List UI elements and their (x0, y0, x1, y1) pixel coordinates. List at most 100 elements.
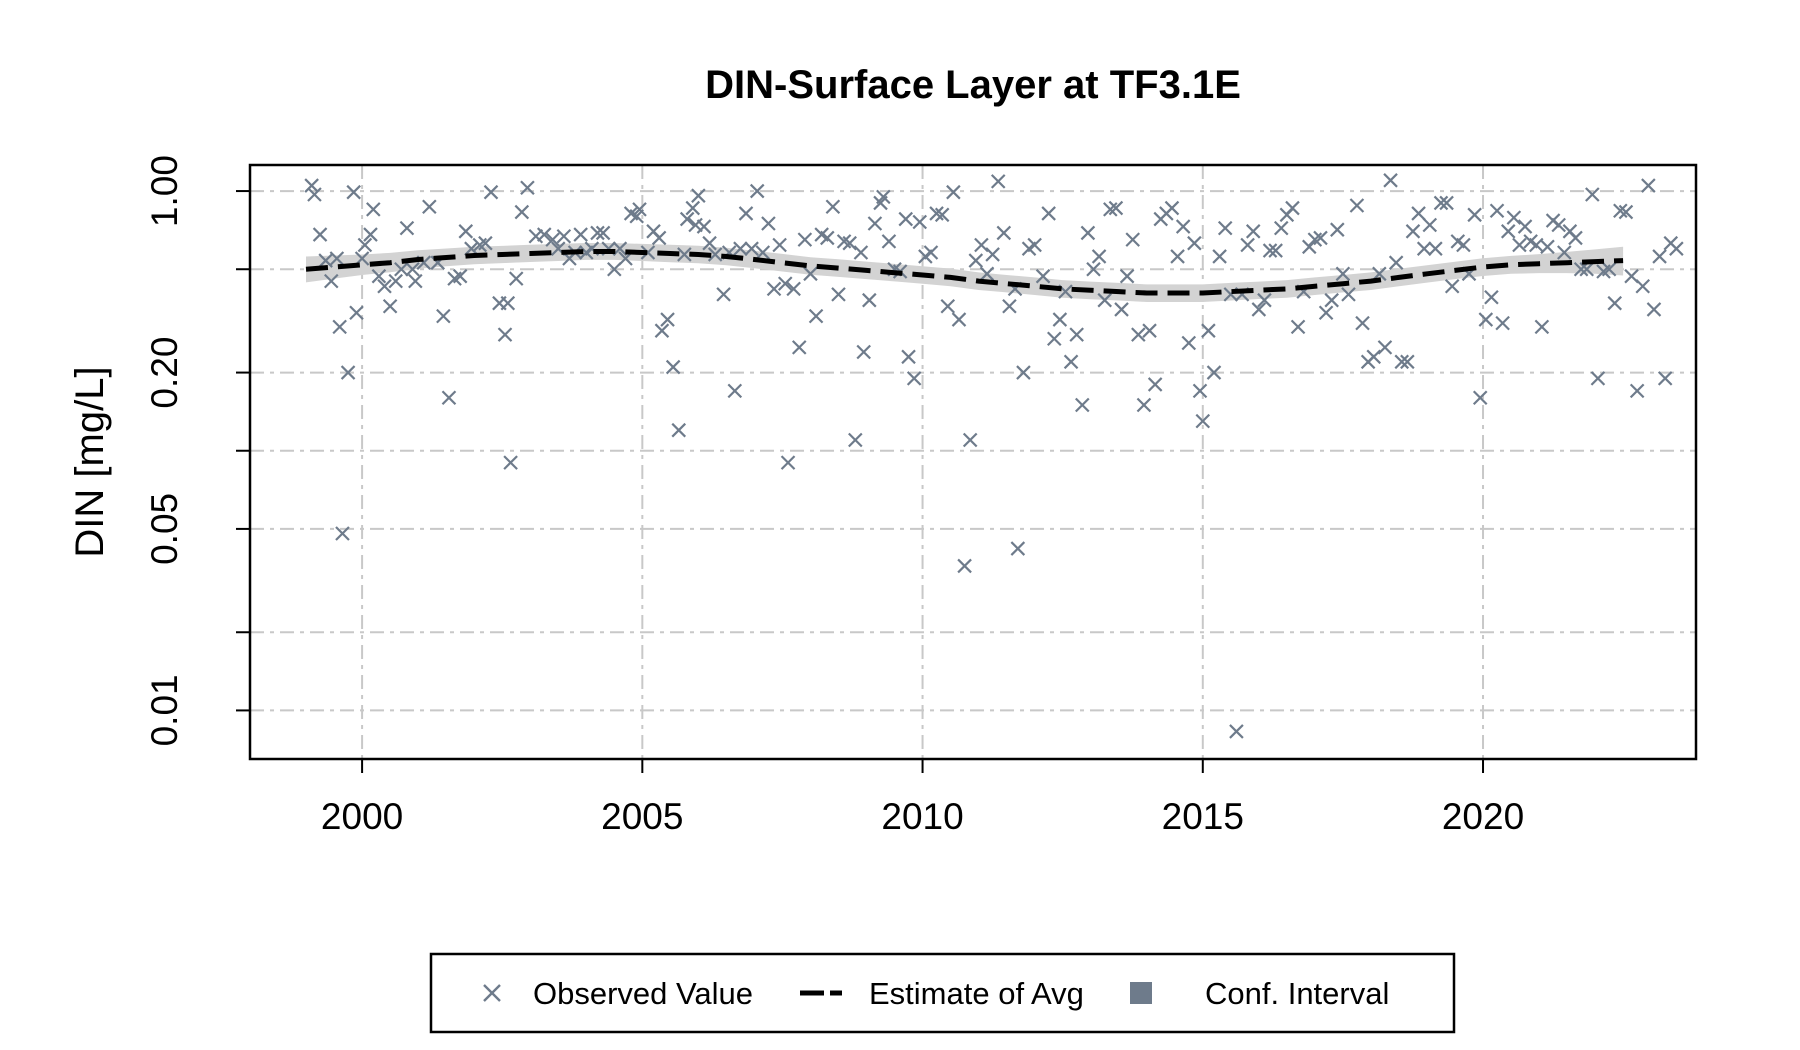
observed-point (436, 308, 451, 324)
observed-point (1568, 230, 1583, 246)
observed-point (1075, 397, 1090, 413)
observed-point (503, 455, 518, 470)
observed-point (1240, 237, 1255, 253)
observed-point (323, 273, 339, 289)
observed-point (1506, 210, 1522, 225)
observed-point (1142, 323, 1157, 338)
observed-point (556, 228, 572, 244)
observed-point (1341, 287, 1356, 302)
observed-point (1063, 354, 1079, 370)
observed-point (1517, 219, 1533, 234)
observed-point (786, 281, 801, 297)
observed-point (744, 241, 759, 256)
observed-point (702, 235, 717, 251)
observed-point (1579, 261, 1594, 277)
observed-point (1114, 302, 1129, 317)
observed-point (867, 216, 883, 231)
observed-point (1069, 327, 1084, 342)
observed-point (329, 251, 345, 266)
y-tick-label: 0.01 (144, 674, 185, 746)
observed-point (1405, 224, 1421, 239)
observed-point (304, 178, 319, 193)
observed-point (483, 184, 499, 200)
observed-point (842, 235, 857, 251)
observed-point (1500, 224, 1516, 239)
observed-point (497, 327, 513, 342)
observed-point (1002, 299, 1017, 314)
observed-point (357, 237, 373, 253)
observed-point (1016, 365, 1031, 380)
observed-point (536, 227, 552, 242)
observed-point (1590, 371, 1606, 386)
observed-point (1318, 305, 1334, 321)
observed-point (1618, 204, 1634, 220)
observed-point (1175, 219, 1191, 234)
observed-point (514, 204, 530, 220)
observed-point (422, 199, 437, 215)
observed-point (1206, 365, 1222, 380)
observed-point (1212, 249, 1227, 264)
observed-point (1646, 302, 1662, 317)
observed-point (1635, 278, 1651, 294)
observed-point (803, 266, 818, 282)
observed-point (825, 199, 841, 215)
observed-point (808, 308, 824, 324)
observed-point (1472, 390, 1488, 406)
observed-point (1484, 289, 1499, 305)
observed-point (408, 273, 423, 289)
observed-point (677, 247, 692, 262)
observed-point (1041, 206, 1056, 221)
observed-point (691, 188, 706, 203)
observed-point (974, 237, 989, 253)
observed-point (1439, 195, 1454, 211)
observed-point (876, 189, 891, 205)
observed-point (1585, 187, 1600, 202)
observed-point (665, 359, 681, 375)
confidence-band-area (306, 243, 1624, 302)
observed-point (1607, 295, 1623, 311)
observed-point (508, 271, 524, 286)
observed-point (382, 299, 398, 314)
legend-box (429, 952, 1456, 1034)
observed-point (1657, 371, 1673, 386)
observed-point (1349, 198, 1365, 213)
observed-point (1010, 541, 1026, 556)
observed-point (1046, 331, 1062, 347)
legend-label-ci: Conf. Interval (1205, 976, 1389, 1011)
observed-point (738, 206, 754, 221)
observed-point (1103, 202, 1118, 217)
observed-point (761, 216, 776, 231)
observed-point (632, 202, 647, 217)
legend-label-estimate: Estimate of Avg (869, 976, 1084, 1011)
observed-point (749, 183, 765, 199)
observed-point (862, 292, 877, 308)
observed-point (1313, 230, 1328, 246)
observed-point (1388, 255, 1404, 270)
observed-point (1147, 377, 1163, 392)
observed-points (304, 173, 1684, 739)
observed-point (607, 261, 622, 277)
observed-point (766, 281, 782, 297)
legend-observed-icon (483, 984, 501, 1002)
observed-point (1551, 217, 1566, 233)
observed-point (901, 349, 916, 365)
y-tick-label: 1.00 (144, 155, 185, 227)
observed-point (363, 227, 378, 242)
estimate-line-group (305, 249, 1624, 296)
observed-point (923, 245, 939, 260)
observed-point (1035, 268, 1051, 284)
observed-point (1181, 335, 1197, 351)
observed-point (1335, 266, 1351, 282)
observed-point (1652, 249, 1667, 264)
observed-point (458, 224, 474, 239)
observed-point (1273, 220, 1289, 236)
observed-point (1131, 327, 1146, 342)
observed-point (1355, 315, 1370, 331)
observed-point (1444, 278, 1460, 294)
observed-point (985, 247, 1000, 262)
observed-point (1383, 173, 1398, 188)
observed-point (898, 211, 914, 227)
observed-point (1573, 261, 1589, 277)
